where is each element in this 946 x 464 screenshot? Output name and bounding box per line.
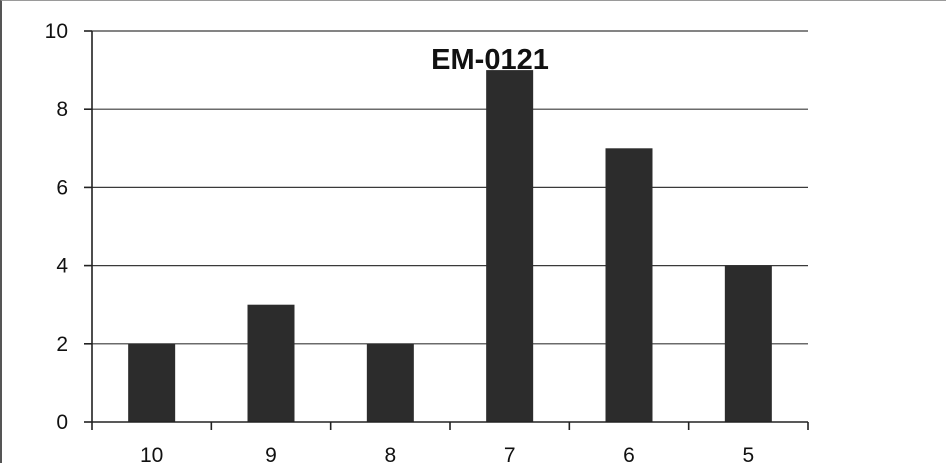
y-tick-label: 4 (56, 255, 68, 278)
x-tick-label: 9 (265, 444, 277, 464)
chart-title: EM-0121 (431, 44, 549, 76)
y-tick-label: 10 (45, 20, 68, 43)
bar-7 (486, 70, 534, 422)
bar-10 (128, 343, 176, 422)
x-tick-label: 7 (504, 444, 516, 464)
y-tick-labels: 0 2 4 6 8 10 (45, 20, 69, 434)
y-tick-label: 0 (56, 411, 68, 434)
bar-5 (724, 265, 772, 422)
gridlines (92, 30, 808, 345)
x-tick-label: 8 (384, 444, 396, 464)
x-tick-labels: 10 9 8 7 6 5 (140, 444, 754, 464)
x-tick-label: 6 (623, 444, 635, 464)
y-tick-label: 2 (56, 333, 68, 356)
axes (84, 30, 809, 430)
x-tick-label: 10 (140, 444, 163, 464)
x-tick-label: 5 (742, 444, 754, 464)
y-tick-label: 8 (56, 98, 68, 121)
bars (128, 70, 772, 423)
y-tick-label: 6 (56, 176, 68, 199)
bar-9 (247, 304, 295, 422)
bar-6 (605, 148, 653, 423)
bar-8 (366, 343, 414, 422)
